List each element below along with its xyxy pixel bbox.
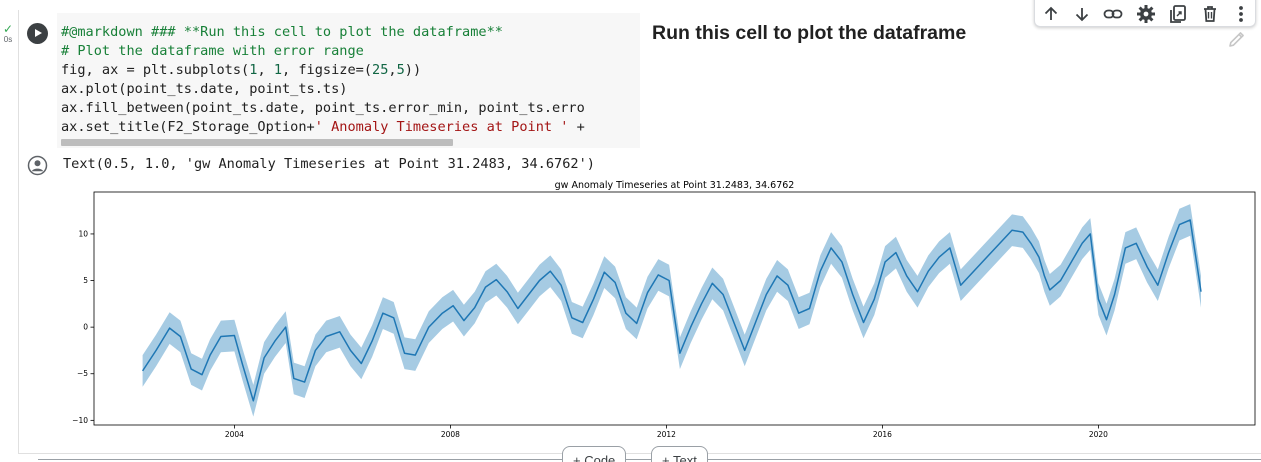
markdown-heading: Run this cell to plot the dataframe: [652, 22, 967, 44]
link-icon[interactable]: [1102, 3, 1124, 25]
pencil-icon[interactable]: [1226, 28, 1248, 50]
arrow-up-icon[interactable]: [1040, 3, 1062, 25]
code-token: fig, ax = plt.subplots(: [61, 62, 250, 78]
code-token: ' Anomaly Timeseries at Point ': [314, 119, 569, 135]
code-token: #@markdown ### **Run this cell to plot t…: [61, 24, 503, 40]
arrow-down-icon[interactable]: [1071, 3, 1093, 25]
y-tick-label: −5: [77, 369, 88, 378]
code-line: ax.plot(point_ts.date, point_ts.ts): [61, 80, 347, 99]
code-token: ,: [257, 62, 274, 78]
code-line: # Plot the dataframe with error range: [61, 42, 364, 61]
code-token: 5: [396, 62, 405, 78]
more-vert-icon[interactable]: [1230, 3, 1252, 25]
chart-title: gw Anomaly Timeseries at Point 31.2483, …: [555, 180, 795, 191]
x-tick-label: 2020: [1089, 430, 1108, 439]
y-tick-label: −10: [72, 416, 88, 425]
x-tick-label: 2008: [441, 430, 460, 439]
code-token: # Plot the dataframe with error range: [61, 43, 364, 59]
code-token: 25: [372, 62, 389, 78]
y-tick-label: 0: [83, 323, 88, 332]
cell-toolbar: [1034, 0, 1256, 27]
gear-icon[interactable]: [1135, 3, 1157, 25]
cell-status: ✓ 0s: [0, 22, 16, 45]
code-line: ax.set_title(F2_Storage_Option+' Anomaly…: [61, 118, 585, 137]
add-cell-divider: [38, 459, 1261, 460]
code-token: ax.set_title(F2_Storage_Option+: [61, 119, 315, 135]
x-tick-label: 2012: [657, 430, 676, 439]
y-tick-label: 5: [83, 276, 88, 285]
code-line: fig, ax = plt.subplots(1, 1, figsize=(25…: [61, 61, 421, 80]
y-tick-label: 10: [78, 229, 88, 238]
code-editor[interactable]: #@markdown ### **Run this cell to plot t…: [57, 13, 640, 148]
run-cell-button[interactable]: [27, 23, 48, 44]
plot-frame: [93, 191, 1256, 426]
code-line: ax.fill_between(point_ts.date, point_ts.…: [61, 99, 585, 118]
trash-icon[interactable]: [1199, 3, 1221, 25]
check-icon: ✓: [2, 22, 14, 36]
code-token: ax.plot(point_ts.date, point_ts.ts): [61, 81, 348, 97]
code-token: ax.fill_between(point_ts.date, point_ts.…: [61, 100, 585, 116]
add-text-button[interactable]: + Text: [651, 446, 708, 462]
output-avatar-icon[interactable]: [27, 155, 48, 176]
x-tick-label: 2004: [225, 430, 244, 439]
code-token: )): [404, 62, 422, 78]
code-token: 1: [273, 62, 282, 78]
code-token: ,: [388, 62, 397, 78]
code-cell-frame: [18, 10, 1261, 454]
code-token: 1: [249, 62, 258, 78]
error-band: [142, 204, 1202, 417]
code-line: #@markdown ### **Run this cell to plot t…: [61, 23, 503, 42]
series-line: [141, 219, 1202, 402]
mirror-cell-icon[interactable]: [1167, 3, 1189, 25]
output-text: Text(0.5, 1.0, 'gw Anomaly Timeseries at…: [63, 156, 595, 172]
code-token: +: [568, 119, 585, 135]
x-tick-label: 2016: [873, 430, 892, 439]
timeseries-chart: 2004 2008 2012 2016 2020 −10 −5 0 5 10 gw Anomaly …: [72, 180, 1256, 439]
execution-time: 0s: [3, 35, 13, 44]
horizontal-scrollbar[interactable]: [61, 139, 453, 146]
code-token: , figsize=(: [282, 62, 373, 78]
add-code-button[interactable]: + Code: [562, 446, 627, 462]
